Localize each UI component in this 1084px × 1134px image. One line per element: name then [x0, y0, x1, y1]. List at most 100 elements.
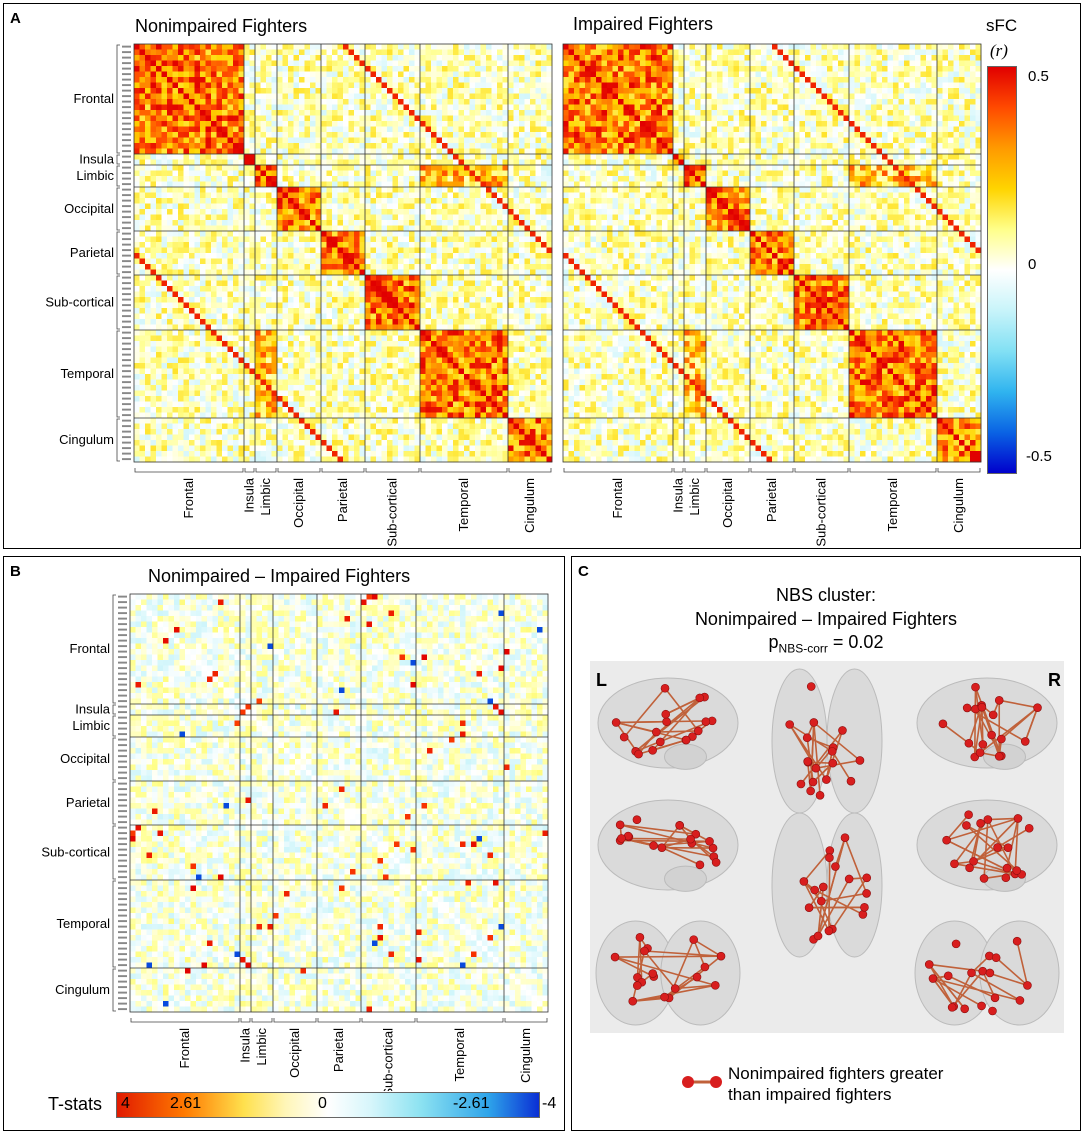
nonimpaired-matrix-cell	[315, 220, 322, 226]
nonimpaired-matrix-cell	[260, 176, 267, 182]
nonimpaired-matrix-cell	[332, 88, 338, 94]
nonimpaired-matrix-cell	[271, 341, 278, 347]
nonimpaired-matrix-cell	[161, 214, 168, 221]
nonimpaired-matrix-cell	[293, 231, 300, 237]
nonimpaired-matrix-cell	[546, 335, 553, 342]
nonimpaired-matrix-cell	[398, 115, 404, 122]
nonimpaired-matrix-cell	[502, 198, 509, 204]
nonimpaired-matrix-cell	[145, 71, 151, 78]
nonimpaired-matrix-cell	[431, 302, 437, 309]
nonimpaired-matrix-cell	[211, 264, 217, 270]
nonimpaired-matrix-cell	[161, 115, 168, 122]
nonimpaired-matrix-cell	[332, 49, 338, 56]
nonimpaired-matrix-cell	[139, 231, 146, 237]
nonimpaired-matrix-cell	[326, 308, 333, 314]
nonimpaired-matrix-cell	[134, 253, 140, 259]
nonimpaired-matrix-cell	[227, 374, 234, 380]
nonimpaired-matrix-cell	[233, 352, 239, 358]
nonimpaired-matrix-cell	[282, 115, 289, 122]
nonimpaired-matrix-cell	[321, 121, 327, 127]
nonimpaired-matrix-cell	[227, 192, 234, 199]
nonimpaired-matrix-cell	[420, 346, 426, 353]
nonimpaired-matrix-cell	[200, 115, 206, 122]
nonimpaired-matrix-cell	[293, 390, 300, 397]
nonimpaired-matrix-cell	[392, 346, 399, 353]
nonimpaired-matrix-cell	[469, 49, 476, 56]
nonimpaired-matrix-cell	[513, 258, 520, 265]
nonimpaired-matrix-cell	[277, 330, 283, 336]
nonimpaired-matrix-cell	[453, 77, 459, 83]
nonimpaired-matrix-cell	[211, 401, 217, 408]
nonimpaired-matrix-cell	[161, 99, 168, 105]
nonimpaired-matrix-cell	[541, 203, 547, 210]
nonimpaired-matrix-cell	[260, 269, 267, 276]
nonimpaired-matrix-cell	[227, 77, 234, 83]
nonimpaired-matrix-cell	[447, 264, 454, 270]
nonimpaired-matrix-cell	[200, 126, 206, 133]
nonimpaired-matrix-cell	[222, 269, 228, 276]
nonimpaired-matrix-cell	[134, 291, 140, 298]
nonimpaired-matrix-cell	[420, 258, 426, 265]
nonimpaired-matrix-cell	[359, 181, 366, 188]
nonimpaired-matrix-cell	[183, 44, 190, 50]
nonimpaired-matrix-cell	[167, 286, 173, 292]
nonimpaired-matrix-cell	[359, 44, 366, 50]
nonimpaired-matrix-cell	[469, 165, 476, 171]
nonimpaired-matrix-cell	[442, 88, 448, 94]
nonimpaired-matrix-cell	[365, 231, 371, 237]
nonimpaired-matrix-cell	[387, 253, 393, 259]
nonimpaired-matrix-cell	[486, 374, 492, 380]
nonimpaired-matrix-cell	[216, 192, 223, 199]
nonimpaired-matrix-cell	[321, 231, 327, 237]
nonimpaired-matrix-cell	[354, 324, 360, 331]
nonimpaired-matrix-cell	[442, 352, 448, 358]
nonimpaired-matrix-cell	[359, 93, 366, 100]
nonimpaired-matrix-cell	[183, 324, 190, 331]
nonimpaired-matrix-cell	[535, 390, 542, 397]
nonimpaired-matrix-cell	[260, 275, 267, 281]
nonimpaired-matrix-cell	[288, 308, 294, 314]
nonimpaired-matrix-cell	[508, 225, 514, 232]
nonimpaired-matrix-cell	[546, 236, 553, 243]
nonimpaired-matrix-cell	[172, 286, 179, 292]
nonimpaired-matrix-cell	[156, 379, 162, 386]
nonimpaired-matrix-cell	[293, 286, 300, 292]
nonimpaired-matrix-cell	[167, 368, 173, 375]
nonimpaired-matrix-cell	[282, 280, 289, 287]
nonimpaired-matrix-cell	[436, 115, 443, 122]
nonimpaired-matrix-cell	[332, 159, 338, 166]
nonimpaired-matrix-cell	[145, 291, 151, 298]
nonimpaired-matrix-cell	[359, 121, 366, 127]
nonimpaired-matrix-cell	[337, 126, 344, 133]
nonimpaired-matrix-cell	[145, 363, 151, 369]
nonimpaired-matrix-cell	[134, 154, 140, 160]
nonimpaired-matrix-cell	[453, 324, 459, 331]
nonimpaired-matrix-cell	[249, 60, 256, 67]
nonimpaired-matrix-cell	[541, 253, 547, 259]
nonimpaired-matrix-cell	[469, 291, 476, 298]
nonimpaired-matrix-cell	[348, 225, 355, 232]
nonimpaired-matrix-cell	[150, 401, 157, 408]
nonimpaired-matrix-cell	[315, 176, 322, 182]
nonimpaired-matrix-cell	[381, 126, 388, 133]
nonimpaired-matrix-cell	[343, 302, 349, 309]
nonimpaired-matrix-cell	[359, 324, 366, 331]
nonimpaired-matrix-cell	[271, 335, 278, 342]
nonimpaired-matrix-cell	[502, 379, 509, 386]
nonimpaired-matrix-cell	[414, 231, 421, 237]
nonimpaired-matrix-cell	[365, 93, 371, 100]
nonimpaired-matrix-cell	[227, 55, 234, 61]
nonimpaired-matrix-cell	[310, 170, 316, 177]
nonimpaired-matrix-cell	[541, 110, 547, 116]
nonimpaired-matrix-cell	[442, 143, 448, 149]
nonimpaired-matrix-cell	[277, 379, 283, 386]
nonimpaired-matrix-cell	[304, 176, 311, 182]
nonimpaired-matrix-cell	[156, 374, 162, 380]
nonimpaired-matrix-cell	[304, 49, 311, 56]
nonimpaired-matrix-cell	[453, 286, 459, 292]
nonimpaired-matrix-cell	[475, 165, 481, 171]
nonimpaired-matrix-cell	[398, 385, 404, 391]
nonimpaired-matrix-cell	[403, 335, 410, 342]
nonimpaired-matrix-cell	[227, 121, 234, 127]
nonimpaired-matrix-cell	[381, 308, 388, 314]
